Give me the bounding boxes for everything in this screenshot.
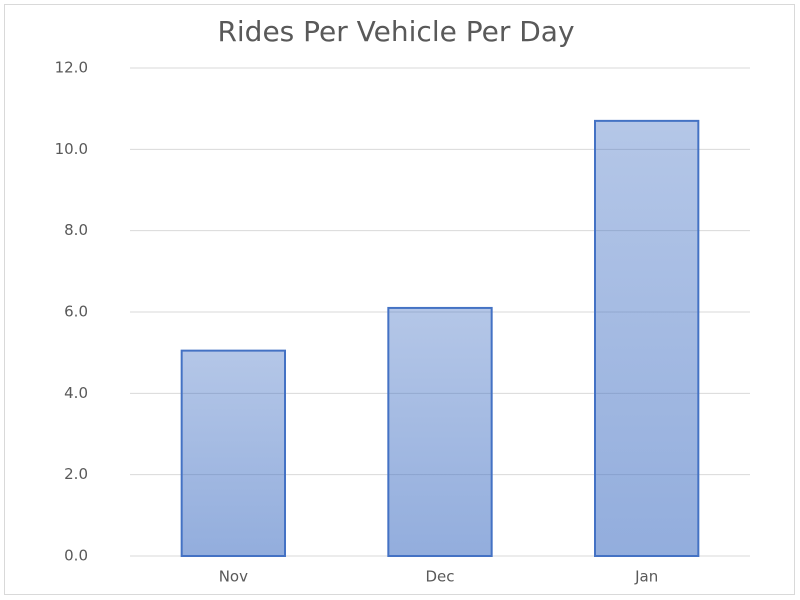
y-tick-label: 2.0 (64, 465, 88, 483)
y-tick-label: 8.0 (64, 221, 88, 239)
y-tick-label: 0.0 (64, 547, 88, 565)
bar (387, 306, 493, 557)
chart-title: Rides Per Vehicle Per Day (217, 15, 574, 48)
y-tick-label: 12.0 (55, 59, 88, 77)
y-tick-label: 6.0 (64, 303, 88, 321)
y-tick-label: 4.0 (64, 384, 88, 402)
bar (180, 349, 287, 557)
bar (594, 119, 700, 557)
x-tick-label: Nov (219, 568, 248, 586)
x-tick-label: Dec (425, 568, 454, 586)
y-tick-label: 10.0 (55, 140, 88, 158)
x-tick-label: Jan (634, 568, 658, 586)
